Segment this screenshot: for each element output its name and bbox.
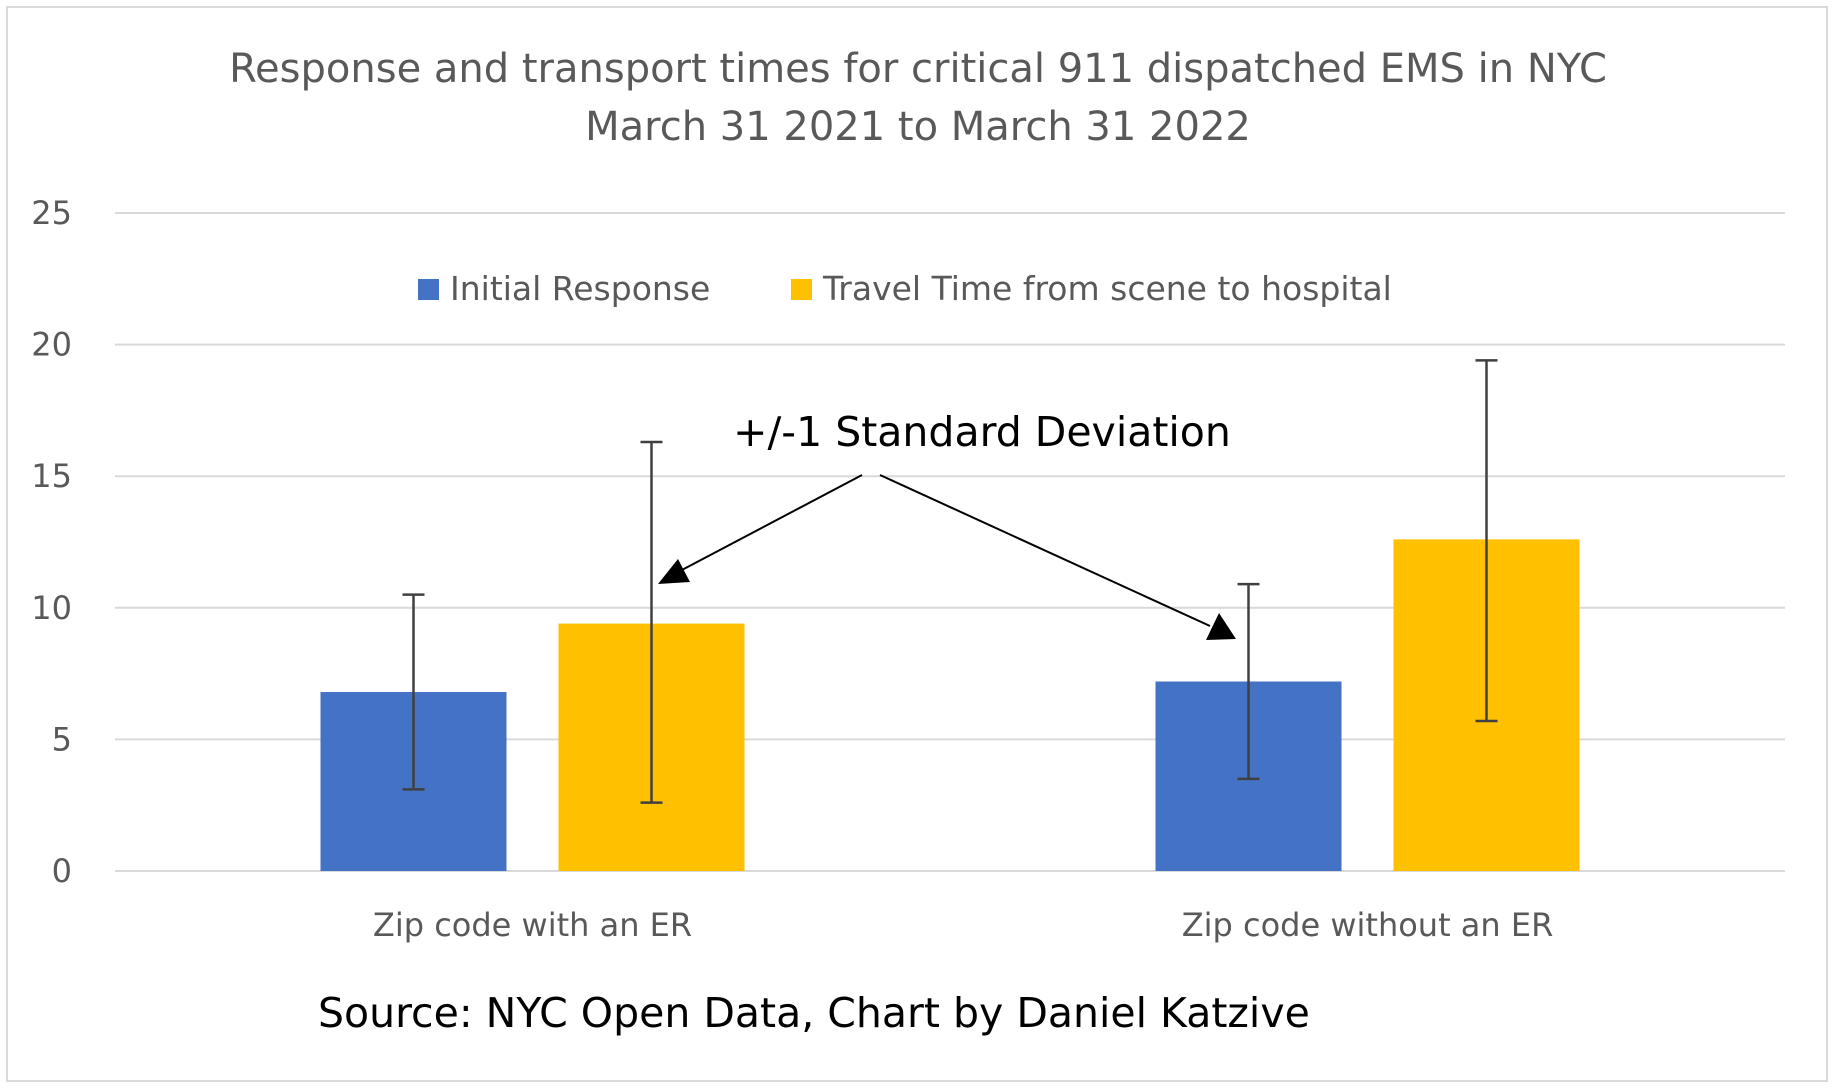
y-tick-label: 20 [31,326,72,364]
source-note: Source: NYC Open Data, Chart by Daniel K… [318,989,1310,1037]
x-axis-categories: Zip code with an ER Zip code without an E… [373,906,1553,944]
bars [320,539,1580,871]
annotation-arrow-right [879,474,1211,627]
legend-label: Initial Response [450,269,710,308]
y-tick-label: 0 [52,852,72,890]
annotation: +/-1 Standard Deviation [658,408,1236,640]
annotation-text: +/-1 Standard Deviation [733,408,1231,456]
legend-label: Travel Time from scene to hospital [822,269,1392,308]
annotation-arrow-left [679,474,863,572]
legend-swatch [418,279,439,300]
chart-title: Response and transport times for critica… [229,46,1607,92]
legend-swatch [791,279,812,300]
y-tick-label: 10 [31,589,72,627]
annotation-arrowhead-left [658,559,690,584]
annotation-arrowhead-right [1206,613,1236,640]
legend: Initial Response Travel Time from scene t… [418,269,1392,308]
y-tick-label: 15 [31,457,72,495]
chart-frame [6,6,1828,1082]
y-axis-ticks: 0 5 10 15 20 25 [31,194,72,890]
y-tick-label: 5 [52,720,72,758]
y-tick-label: 25 [31,194,72,232]
x-category-label: Zip code without an ER [1182,906,1554,944]
chart-subtitle: March 31 2021 to March 31 2022 [585,104,1251,150]
x-category-label: Zip code with an ER [373,906,692,944]
error-bars [402,359,1498,804]
